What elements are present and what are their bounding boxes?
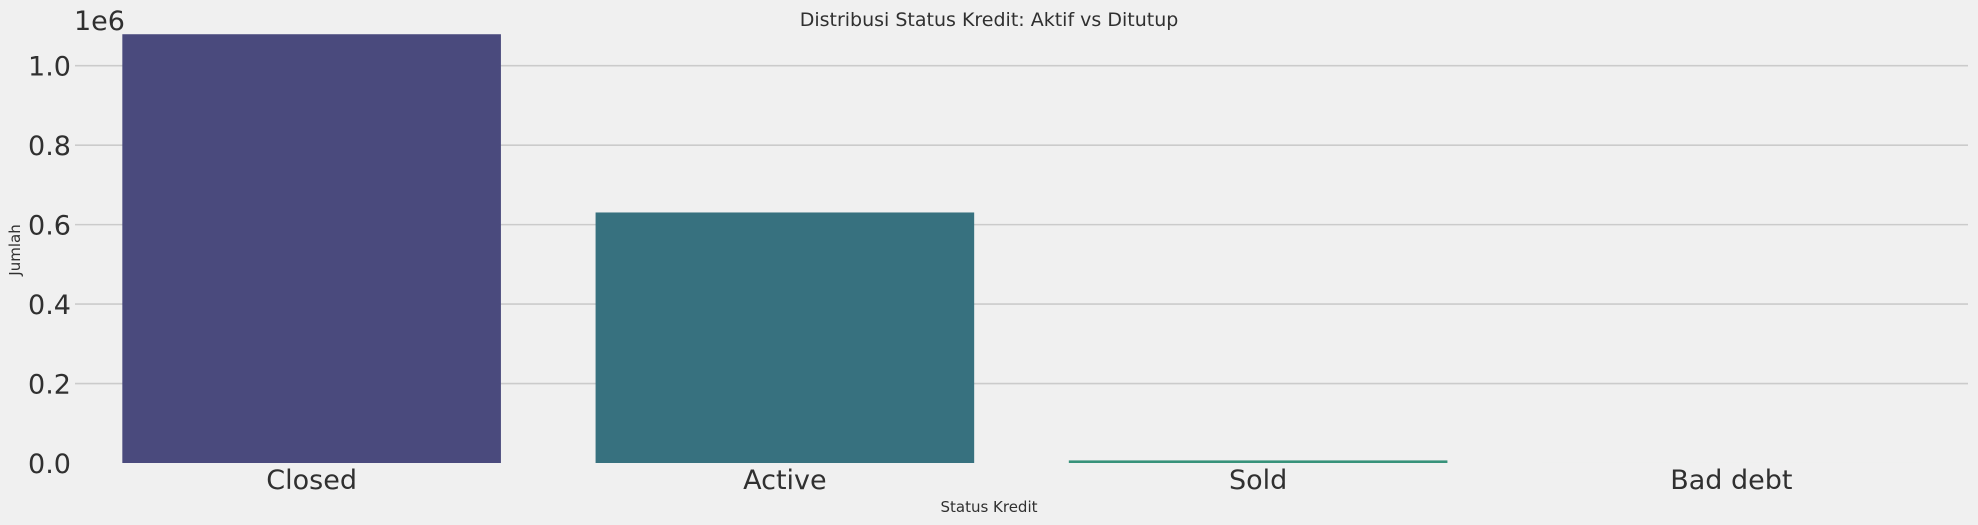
x-axis-label: Status Kredit: [940, 498, 1037, 516]
y-axis-ticks: 0.0 0.2 0.4 0.6 0.8 1.0: [28, 52, 71, 480]
y-tick-label: 1.0: [28, 52, 71, 83]
y-tick-label: 0.2: [28, 370, 71, 401]
bars: [122, 34, 1921, 463]
chart-title: Distribusi Status Kredit: Aktif vs Ditut…: [800, 9, 1179, 31]
bar-sold: [1068, 460, 1448, 463]
y-tick-label: 0.8: [28, 131, 71, 162]
bar-closed: [122, 34, 501, 463]
y-tick-label: 0.6: [28, 211, 71, 242]
x-tick-label: Sold: [1229, 465, 1287, 496]
x-axis-ticks: Closed Active Sold Bad debt: [266, 465, 1792, 496]
x-tick-label: Active: [743, 465, 827, 496]
y-tick-label: 0.4: [28, 290, 71, 321]
y-axis-multiplier: 1e6: [74, 6, 125, 37]
x-tick-label: Closed: [266, 465, 357, 496]
y-tick-label: 0.0: [28, 449, 71, 480]
y-axis-label: Jumlah: [6, 224, 24, 276]
x-tick-label: Bad debt: [1670, 465, 1792, 496]
bar-active: [595, 212, 975, 463]
